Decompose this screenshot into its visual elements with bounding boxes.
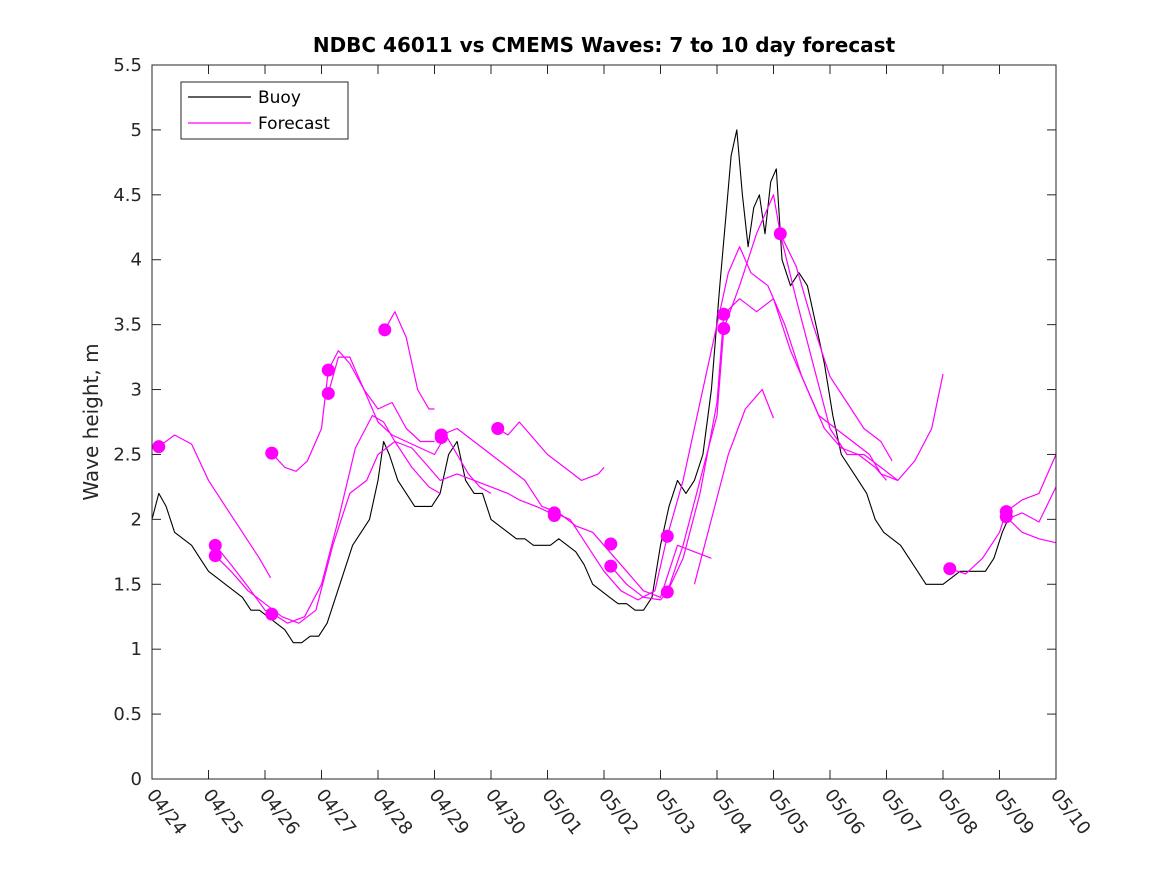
forecast-start-marker-4	[265, 607, 279, 621]
forecast-start-marker-14	[604, 559, 618, 573]
y-tick-label: 0	[131, 769, 142, 790]
forecast-series-line-11	[666, 298, 887, 593]
forecast-series-line-7	[441, 427, 712, 598]
forecast-start-marker-0	[152, 440, 166, 454]
forecast-series-line-8	[497, 421, 605, 481]
legend: Buoy Forecast	[180, 81, 349, 140]
y-tick-label: 3	[131, 380, 142, 401]
y-tick-label: 3.5	[113, 315, 142, 336]
forecast-start-marker-5	[321, 363, 335, 377]
forecast-start-marker-1	[208, 538, 222, 552]
y-tick-label: 2	[131, 509, 142, 530]
y-tick-label: 2.5	[113, 444, 142, 465]
forecast-start-marker-6	[321, 386, 335, 400]
forecast-start-marker-7	[378, 323, 392, 337]
forecast-start-marker-10	[491, 421, 505, 435]
legend-box	[180, 81, 349, 140]
forecast-start-marker-19	[773, 227, 787, 241]
y-tick-label: 0.5	[113, 704, 142, 725]
forecast-series-line-5	[327, 356, 492, 494]
forecast-series-line-1	[158, 434, 272, 579]
legend-label-forecast: Forecast	[258, 114, 330, 134]
forecast-start-marker-18	[717, 322, 731, 336]
forecast-series-line-12	[693, 388, 775, 585]
y-tick-label: 1	[131, 639, 142, 660]
forecast-series-line-16	[1006, 486, 1057, 523]
chart-title: NDBC 46011 vs CMEMS Waves: 7 to 10 day f…	[313, 33, 896, 57]
y-axis-title: Wave height, m	[79, 343, 103, 500]
forecast-series-line-10	[610, 194, 899, 601]
forecast-start-marker-16	[660, 585, 674, 599]
forecast-start-marker-9	[434, 431, 448, 445]
forecast-series-line-9	[554, 246, 944, 601]
y-tick-label: 5	[131, 120, 142, 141]
forecast-start-marker-20	[943, 562, 957, 576]
y-tick-label: 5.5	[113, 55, 142, 76]
plot-area	[152, 65, 1056, 779]
legend-label-buoy: Buoy	[258, 88, 301, 108]
forecast-start-marker-15	[660, 529, 674, 543]
forecast-start-marker-3	[265, 446, 279, 460]
y-tick-label: 4.5	[113, 185, 142, 206]
forecast-series-line-2	[214, 414, 441, 624]
y-tick-label: 1.5	[113, 574, 142, 595]
forecast-start-marker-12	[547, 508, 561, 522]
forecast-start-marker-2	[208, 549, 222, 563]
forecast-start-marker-22	[999, 510, 1013, 524]
forecast-series-line-6	[384, 311, 435, 410]
y-tick-label: 4	[131, 250, 142, 271]
forecast-series-line-15	[1005, 516, 1057, 544]
buoy-series-line	[151, 129, 1009, 644]
forecast-start-marker-17	[717, 307, 731, 321]
forecast-series-line-13	[779, 233, 893, 462]
forecast-start-marker-13	[604, 537, 618, 551]
marker-layer	[152, 227, 1013, 621]
